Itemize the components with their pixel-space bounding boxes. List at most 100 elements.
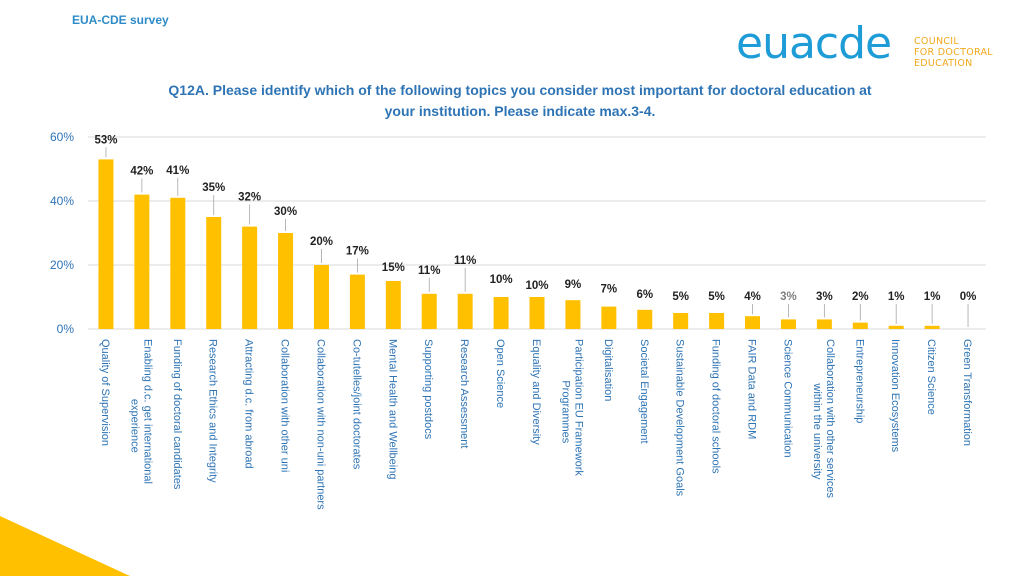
category-label-line: Innovation Ecosystems [889,339,901,453]
bar [816,319,832,329]
category-label-line: Collaboration with non-uni partners [314,339,326,510]
category-label-line: Programmes [559,380,571,443]
category-label-line: Collaboration with other uni [279,339,291,472]
data-label: 42% [130,166,153,178]
bar [313,265,329,329]
data-label: 10% [525,280,548,292]
bar [924,325,940,329]
data-label: 30% [274,206,297,218]
category-label: Societal Engagement [638,339,650,444]
data-label: 20% [310,236,333,248]
category-label-line: Co-tutelles/joint doctorates [350,339,362,470]
category-label: Co-tutelles/joint doctorates [350,339,362,470]
category-label-line: Societal Engagement [638,339,650,444]
bar [457,293,473,329]
data-label: 53% [94,134,117,146]
survey-label: EUA-CDE survey [72,13,169,27]
data-label: 1% [924,291,941,303]
bar [349,274,365,329]
logo-wordmark: euacde [736,18,892,69]
category-label-line: Collaboration with other services [824,339,836,498]
corner-decoration [0,516,130,576]
category-label-line: within the university [811,382,823,479]
category-label: Open Science [494,339,506,408]
data-label: 15% [382,262,405,274]
bar [529,297,545,329]
data-label: 17% [346,246,369,258]
category-label-line: Science Communication [781,339,793,458]
y-tick-label: 40% [50,194,74,208]
category-label: Innovation Ecosystems [889,339,901,453]
chart-title: Q12A. Please identify which of the follo… [120,80,920,122]
bar [134,194,150,329]
bar [745,316,761,329]
chart-title-line-2: your institution. Please indicate max.3-… [384,103,656,119]
category-label: Funding of doctoral schools [710,339,722,474]
bar [637,309,653,329]
data-label: 1% [888,291,905,303]
category-label-line: Enabling d.c. get international [141,339,153,484]
bar [852,322,868,329]
category-label: Research Ethics and Integrity [207,339,219,483]
category-label: Enabling d.c. get internationalexperienc… [128,339,153,484]
category-label: Green Transformation [961,339,973,446]
category-label-line: Open Science [494,339,506,408]
category-label: FAIR Data and RDM [746,339,758,439]
bar [421,293,437,329]
bar [170,197,186,329]
bar [709,313,725,329]
data-label: 4% [744,291,761,303]
data-label: 5% [672,291,689,303]
category-label: Collaboration with other serviceswithin … [811,339,836,498]
category-label-line: Entrepreneurship [853,339,865,423]
category-label-line: Mental Health and Wellbeing [386,339,398,479]
category-label-line: Funding of doctoral candidates [171,339,183,490]
category-label: Funding of doctoral candidates [171,339,183,490]
bar [206,217,222,329]
chart-title-line-1: Q12A. Please identify which of the follo… [168,82,872,98]
logo-subtitle: COUNCIL FOR DOCTORAL EDUCATION [914,36,993,69]
data-label: 9% [565,279,582,291]
data-label: 7% [601,284,618,296]
category-label-line: Attracting d.c. from abroad [243,339,255,469]
bar [385,281,401,329]
data-label: 41% [166,165,189,177]
category-label: Research Assessment [458,339,470,448]
category-label: Digitalisation [602,339,614,401]
category-label: Quality of Supervision [99,339,111,446]
category-label-line: Digitalisation [602,339,614,401]
data-label: 35% [202,182,225,194]
data-label: 6% [636,289,653,301]
bar [278,233,294,329]
category-label-line: Participation EU Framework [572,339,584,476]
data-label: 5% [708,291,725,303]
bar [673,313,689,329]
category-label: Science Communication [781,339,793,458]
data-label: 2% [852,291,869,303]
category-label-line: Quality of Supervision [99,339,111,446]
bar [242,226,258,329]
category-label: Entrepreneurship [853,339,865,423]
data-label: 0% [960,291,977,303]
bar [888,325,904,329]
category-label-line: Supporting postdocs [422,339,434,440]
y-tick-label: 20% [50,258,74,272]
category-label-line: Equality and Diversity [530,339,542,445]
data-label: 11% [418,265,440,277]
bar [601,306,617,329]
data-label: 3% [780,291,797,303]
bar [493,297,509,329]
category-label-line: Funding of doctoral schools [710,339,722,474]
category-label: Sustainable Development Goals [674,339,686,497]
category-label-line: Green Transformation [961,339,973,446]
y-tick-label: 0% [57,322,75,336]
category-label-line: Citizen Science [925,339,937,415]
category-label: Mental Health and Wellbeing [386,339,398,479]
category-label: Supporting postdocs [422,339,434,440]
data-label: 3% [816,291,833,303]
category-label: Equality and Diversity [530,339,542,445]
bar [780,319,796,329]
category-label: Collaboration with non-uni partners [314,339,326,510]
